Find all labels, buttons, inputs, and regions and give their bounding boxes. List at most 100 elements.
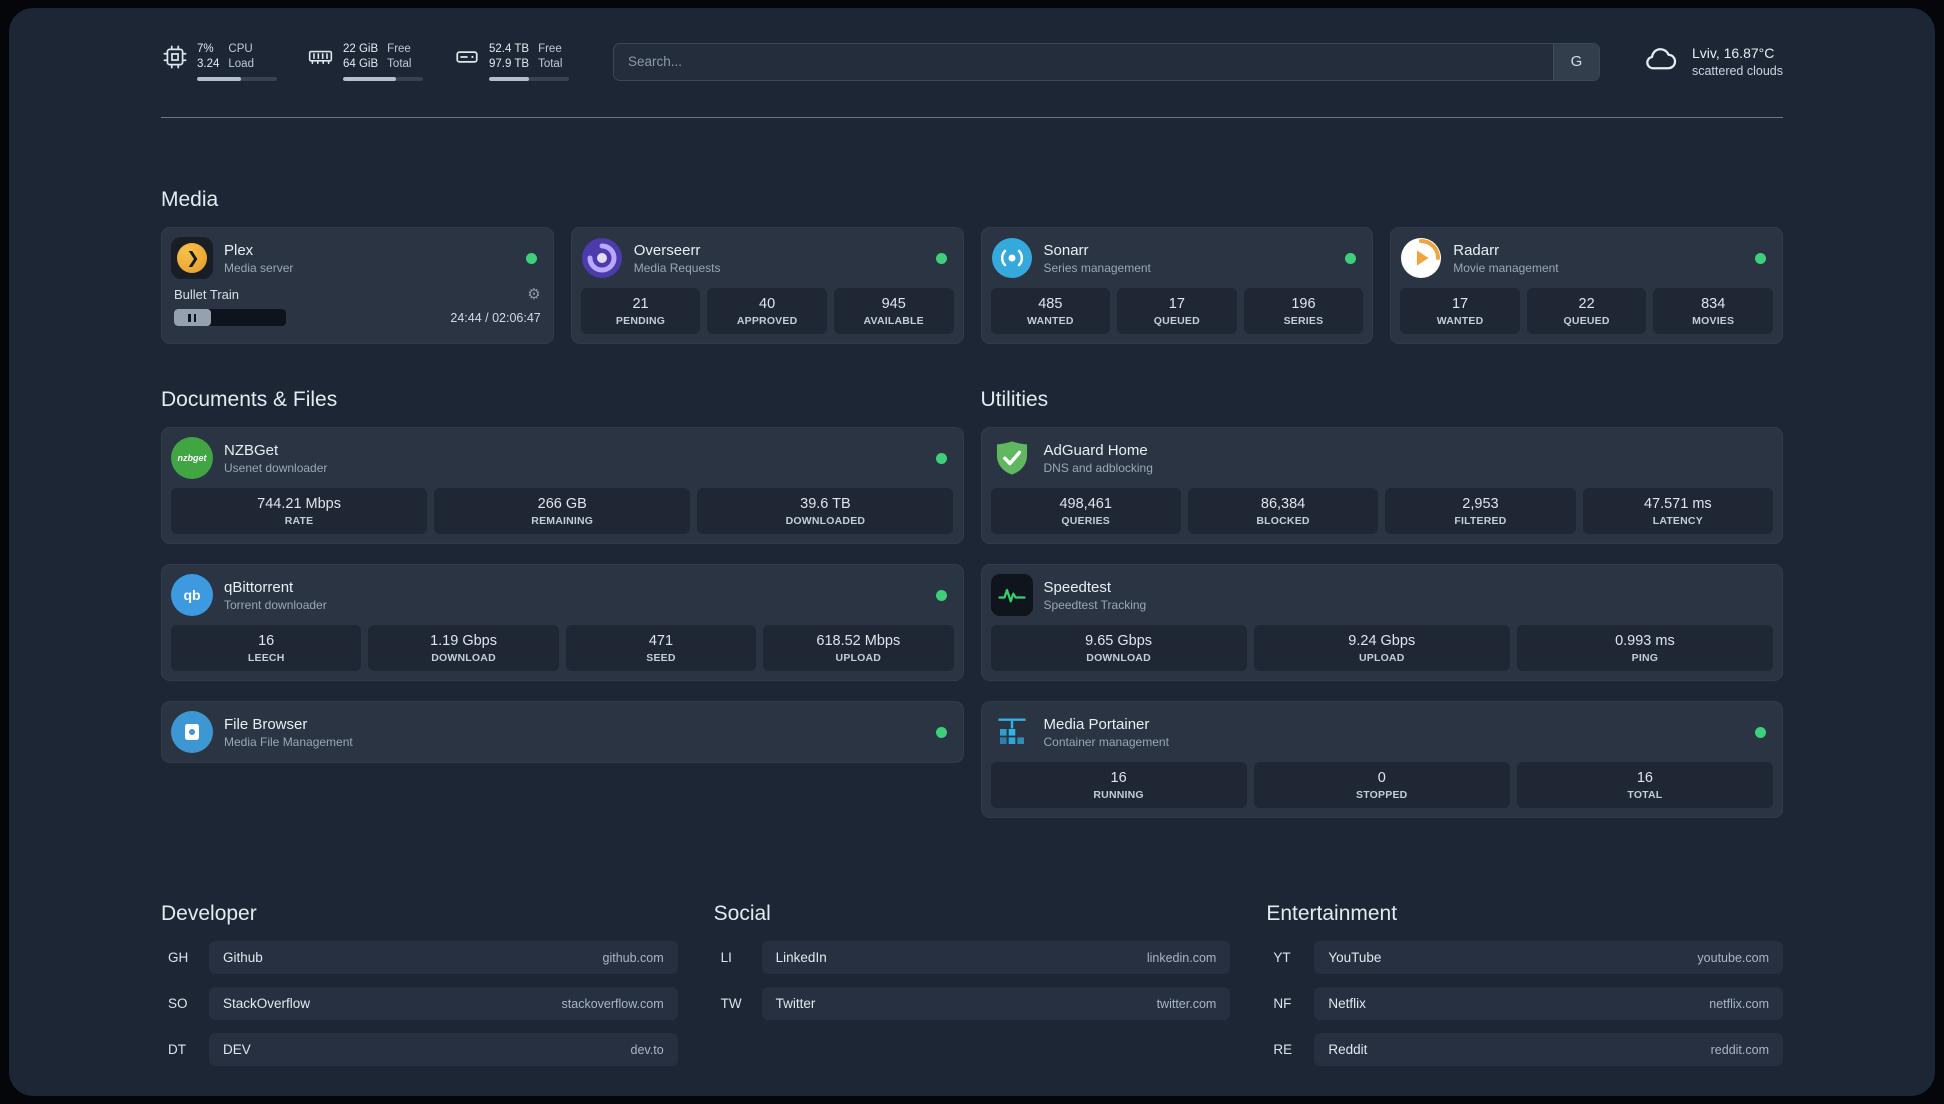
bookmark-link-netflix[interactable]: Netflix netflix.com [1314,987,1783,1020]
bookmark-row: RE Reddit reddit.com [1266,1033,1783,1066]
stat-value: 22 [1578,296,1595,312]
service-desc: Series management [1043,260,1151,275]
memory-usage-bar [343,77,423,81]
cpu-widget: 7% 3.24 CPU Load [161,42,277,81]
service-card-portainer[interactable]: Media Portainer Container management 16 … [980,701,1783,818]
now-playing-title: Bullet Train [174,287,240,302]
bookmark-name: Github [223,950,263,965]
service-card-plex[interactable]: ❯ Plex Media server Bullet Train ⚙ [161,227,554,344]
stat-label: WANTED [1436,315,1484,327]
bookmark-row: TW Twitter twitter.com [714,987,1231,1020]
service-desc: Movie management [1453,260,1559,275]
service-card-adguard[interactable]: AdGuard Home DNS and adblocking 498,461 … [980,427,1783,544]
bookmark-name: StackOverflow [223,996,311,1011]
status-dot [935,252,947,264]
disk-label-bottom: Total [538,58,563,71]
stat-label: FILTERED [1454,515,1507,527]
service-desc: Media Requests [633,260,721,275]
bookmark-link-youtube[interactable]: YouTube youtube.com [1314,941,1783,974]
stat-label: QUEUED [1153,315,1200,327]
service-card-qbittorrent[interactable]: qb qBittorrent Torrent downloader 16 LEE… [161,564,964,681]
stat-label: RUNNING [1093,789,1144,801]
disk-label-top: Free [538,43,562,56]
section-title-social: Social [713,902,771,925]
search-input[interactable] [614,43,1553,80]
service-card-radarr[interactable]: Radarr Movie management 17 WANTED 22 QUE… [1390,227,1783,344]
section-title-entertainment: Entertainment [1266,902,1398,925]
bookmark-abbr: NF [1273,996,1292,1011]
section-title-developer: Developer [161,902,257,925]
service-card-filebrowser[interactable]: File Browser Media File Management [161,701,964,763]
stat-value: 9.65 Gbps [1085,633,1153,649]
bookmark-link-github[interactable]: Github github.com [209,941,678,974]
bookmark-abbr: RE [1273,1042,1293,1057]
service-name: AdGuard Home [1043,441,1148,459]
stat-block: 945 AVAILABLE [833,288,954,334]
adguard-icon [991,437,1033,479]
bookmark-link-stackoverflow[interactable]: StackOverflow stackoverflow.com [209,987,678,1020]
service-card-nzbget[interactable]: nzbget NZBGet Usenet downloader 744.21 M… [161,427,964,544]
stat-label: LEECH [247,652,285,664]
stat-value: 945 [881,296,906,312]
playback-progress-bar[interactable] [174,309,286,326]
cpu-load-value: 3.24 [197,58,220,71]
stat-value: 1.19 Gbps [430,633,498,649]
cloud-icon [1642,42,1680,81]
stat-block: 196 SERIES [1243,288,1364,334]
bookmark-link-linkedin[interactable]: LinkedIn linkedin.com [761,941,1231,974]
stat-label: PING [1631,652,1659,664]
top-bar: 7% 3.24 CPU Load 22 GiB 64 GiB [161,42,1783,81]
stat-block: 22 QUEUED [1526,288,1647,334]
stat-value: 2,953 [1462,496,1499,512]
stat-block: 618.52 Mbps UPLOAD [763,625,954,671]
filebrowser-icon [171,711,213,753]
cpu-icon [161,44,188,71]
bookmark-abbr: SO [168,996,188,1011]
disk-widget: 52.4 TB 97.9 TB Free Total [453,42,569,81]
service-name: Plex [224,241,254,259]
stat-label: STOPPED [1356,789,1408,801]
stat-value: 16 [258,633,275,649]
search-provider-button[interactable]: G [1552,43,1599,80]
stat-label: DOWNLOAD [431,652,496,664]
stat-label: LATENCY [1652,515,1703,527]
weather-condition: scattered clouds [1691,63,1783,78]
memory-label-top: Free [387,43,411,56]
settings-gear-icon[interactable]: ⚙ [527,286,541,303]
service-name: NZBGet [224,441,279,459]
bookmark-name: Twitter [775,996,816,1011]
stat-block: 86,384 BLOCKED [1187,488,1379,534]
service-desc: Media server [224,260,294,275]
status-dot [1755,726,1766,738]
stat-value: 17 [1451,296,1469,312]
stat-label: SERIES [1283,315,1324,327]
overseerr-icon [581,237,623,279]
stat-value: 0.993 ms [1615,633,1675,649]
stat-label: DOWNLOAD [1086,652,1151,664]
service-name: Radarr [1453,241,1500,259]
stat-label: AVAILABLE [863,315,924,327]
playback-time: 24:44 / 02:06:47 [450,310,541,325]
service-card-sonarr[interactable]: Sonarr Series management 485 WANTED 17 Q… [980,227,1374,344]
stat-block: 16 LEECH [171,625,362,671]
plex-icon: ❯ [171,237,213,279]
service-card-overseerr[interactable]: Overseerr Media Requests 21 PENDING 40 A… [570,227,964,344]
stat-block: 834 MOVIES [1653,288,1773,334]
stat-value: 16 [1636,770,1653,786]
stat-label: REMAINING [531,515,594,527]
bookmark-link-twitter[interactable]: Twitter twitter.com [761,987,1231,1020]
disk-usage-bar [489,77,569,81]
stat-value: 0 [1377,770,1386,786]
cpu-percent: 7% [197,43,214,56]
stat-label: RATE [284,515,314,527]
stat-value: 16 [1110,770,1127,786]
pause-button[interactable] [174,309,211,326]
disk-free: 52.4 TB [489,43,530,56]
service-card-speedtest[interactable]: Speedtest Speedtest Tracking 9.65 Gbps D… [980,564,1783,681]
bookmark-link-reddit[interactable]: Reddit reddit.com [1314,1033,1783,1066]
stat-value: 266 GB [537,496,587,512]
bookmark-link-dev[interactable]: DEV dev.to [209,1033,678,1066]
stat-block: 16 RUNNING [990,762,1247,808]
memory-label-bottom: Total [387,58,412,71]
search-form: G [613,42,1600,81]
